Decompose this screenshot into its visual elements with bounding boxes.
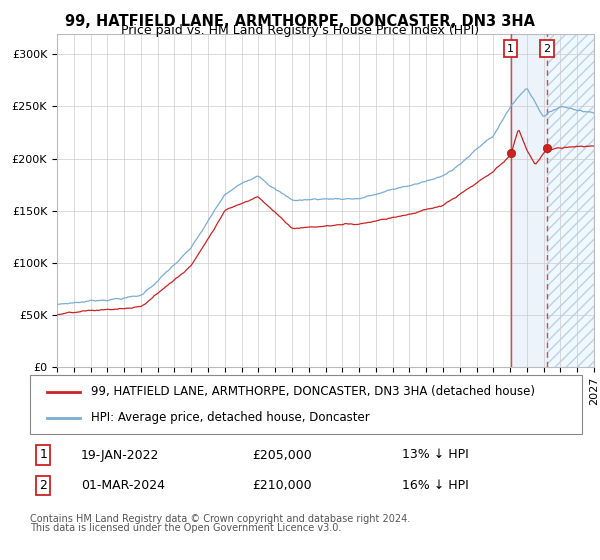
Text: £205,000: £205,000 [252, 449, 312, 461]
Text: 19-JAN-2022: 19-JAN-2022 [81, 449, 160, 461]
Text: 2: 2 [39, 479, 47, 492]
Text: This data is licensed under the Open Government Licence v3.0.: This data is licensed under the Open Gov… [30, 523, 341, 533]
Text: 1: 1 [507, 44, 514, 54]
Bar [547, 34, 594, 367]
Bar [511, 34, 547, 367]
Text: 16% ↓ HPI: 16% ↓ HPI [402, 479, 469, 492]
Text: 99, HATFIELD LANE, ARMTHORPE, DONCASTER, DN3 3HA (detached house): 99, HATFIELD LANE, ARMTHORPE, DONCASTER,… [91, 385, 535, 398]
Text: £210,000: £210,000 [252, 479, 311, 492]
Text: Contains HM Land Registry data © Crown copyright and database right 2024.: Contains HM Land Registry data © Crown c… [30, 514, 410, 524]
Text: 13% ↓ HPI: 13% ↓ HPI [402, 449, 469, 461]
Text: 2: 2 [544, 44, 551, 54]
Bar [547, 34, 594, 367]
FancyBboxPatch shape [30, 375, 582, 434]
Text: 99, HATFIELD LANE, ARMTHORPE, DONCASTER, DN3 3HA: 99, HATFIELD LANE, ARMTHORPE, DONCASTER,… [65, 14, 535, 29]
Text: 1: 1 [39, 449, 47, 461]
Text: 01-MAR-2024: 01-MAR-2024 [81, 479, 165, 492]
Text: Price paid vs. HM Land Registry's House Price Index (HPI): Price paid vs. HM Land Registry's House … [121, 24, 479, 37]
Text: HPI: Average price, detached house, Doncaster: HPI: Average price, detached house, Donc… [91, 411, 370, 424]
